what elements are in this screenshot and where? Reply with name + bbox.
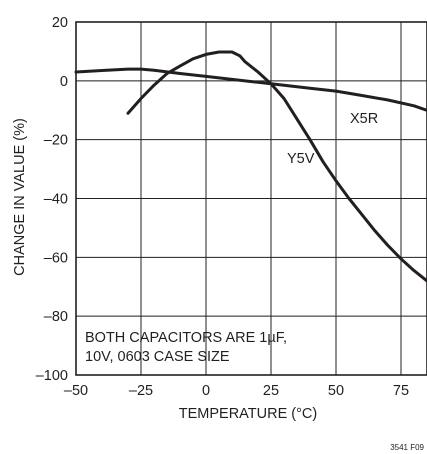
- annotation-line-1: BOTH CAPACITORS ARE 1µF,: [85, 330, 287, 346]
- x-tick-label: 25: [263, 383, 279, 399]
- x-tick-label: –50: [64, 383, 88, 399]
- x-tick-label: 75: [393, 383, 409, 399]
- x-axis-title: TEMPERATURE (°C): [179, 406, 317, 422]
- x-tick-label: –25: [129, 383, 153, 399]
- x-tick-label: 0: [202, 383, 210, 399]
- y-axis-title: CHANGE IN VALUE (%): [12, 118, 28, 276]
- y-tick-label: –20: [44, 133, 68, 149]
- series-line-x5r: [74, 67, 427, 112]
- y-tick-label: –60: [44, 250, 68, 266]
- y-tick-label: 0: [60, 74, 68, 90]
- series-line-y5v: [126, 50, 427, 283]
- tick-labels: –50 –25 0 25 50 75 20 0 –20 –40 –60 –80 –100: [36, 15, 409, 399]
- annotation-line-2: 10V, 0603 CASE SIZE: [85, 349, 230, 365]
- plot-frame: [75, 21, 427, 376]
- y-tick-label: –40: [44, 192, 68, 208]
- y-tick-label: –100: [36, 368, 68, 384]
- y-tick-label: –80: [44, 309, 68, 325]
- grid: [75, 21, 427, 376]
- series-label-y5v: Y5V: [287, 151, 315, 167]
- x-tick-label: 50: [328, 383, 344, 399]
- y-tick-label: 20: [52, 15, 68, 31]
- series-layer: [74, 50, 427, 283]
- figure-id: 3541 F09: [390, 443, 424, 452]
- series-label-x5r: X5R: [350, 111, 378, 127]
